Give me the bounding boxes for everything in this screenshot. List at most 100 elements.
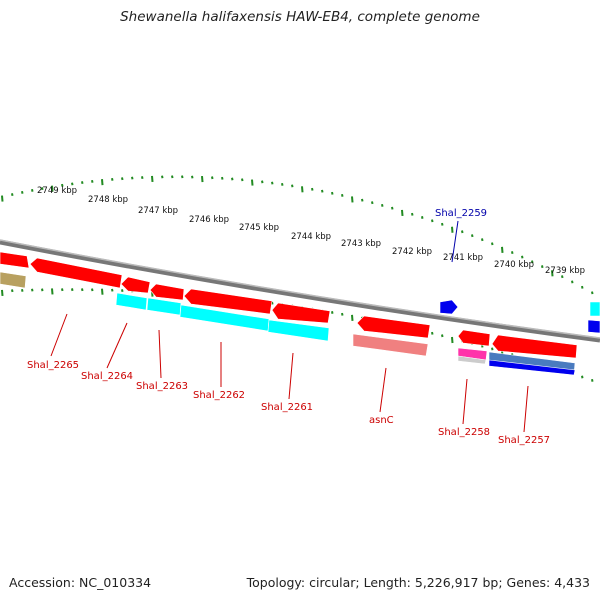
scale-label: 2745 kbp [239,223,279,233]
outer-tick [71,182,74,186]
outer-tick [31,189,34,192]
gene-label-shal-2263: Shal_2263 [136,381,188,392]
outer-tick [461,230,464,234]
scale-label: 2743 kbp [341,239,381,249]
outer-tick [441,222,444,226]
inner-tick [491,347,494,351]
gene-block [183,288,273,315]
outer-tick [431,219,434,223]
outer-tick [531,260,534,264]
outer-tick [121,177,124,181]
outer-tick [261,180,264,184]
outer-tick [251,179,254,186]
scale-label: 2739 kbp [545,266,585,276]
outer-tick [91,179,94,183]
outer-tick [131,176,134,180]
inner-tick [61,288,64,292]
inner-tick [71,288,74,292]
outer-tick [211,176,214,180]
outer-tick [181,175,184,179]
outer-tick [151,175,154,183]
gene-block [356,315,431,339]
gene-block [439,299,459,315]
gene-label-shal-2259: Shal_2259 [435,208,487,219]
outer-tick [401,209,404,217]
outer-tick [421,216,424,219]
gene-block [146,297,182,316]
inner-tick [91,288,94,292]
outer-tick [81,181,84,185]
leader-line [379,367,387,413]
inner-tick [331,311,334,314]
gene-block [149,283,185,301]
gene-block [488,359,576,376]
outer-tick [221,176,224,180]
outer-tick [511,251,514,254]
inner-tick [51,288,54,295]
outer-tick [561,275,564,279]
gene-block [0,251,30,269]
outer-tick [11,193,14,196]
outer-tick [491,242,494,246]
outer-tick [411,212,414,216]
outer-tick [481,238,484,242]
inner-tick [351,314,354,321]
gene-block [267,319,330,342]
gene-block [589,301,600,317]
inner-tick [1,289,4,296]
inner-tick [81,288,84,292]
scale-labels: 2749 kbp 2748 kbp 2747 kbp 2746 kbp 2745 kbp… [37,186,585,276]
scale-label: 2741 kbp [443,253,483,263]
outer-tick [541,265,544,269]
outer-tick [61,183,64,187]
gene-block [352,333,429,357]
outer-tick [471,234,474,238]
gene-block [0,271,27,289]
outer-tick [341,193,344,197]
gene-block [120,276,151,294]
gene-block [271,302,331,324]
scale-label: 2748 kbp [88,195,128,205]
outer-tick [381,203,384,207]
outer-tick [351,196,354,203]
gene-block [587,319,600,334]
scale-label: 2740 kbp [494,260,534,270]
inner-tick [101,288,104,295]
outer-tick [321,189,324,193]
outer-tick [551,270,554,277]
outer-tick [521,255,524,259]
leader-line [523,385,529,433]
leader-line [106,322,128,369]
label-leader-lines [50,220,529,433]
inner-tick [21,288,24,292]
outer-tick [371,201,374,205]
outer-tick [1,195,4,202]
outer-tick [391,206,394,210]
scale-label: 2744 kbp [291,232,331,242]
outer-tick [301,186,304,193]
outer-tick [291,184,294,188]
outer-tick [571,280,574,284]
outer-tick [171,175,174,179]
outer-tick [331,191,334,195]
inner-tick [41,288,44,292]
gene-label-shal-2264: Shal_2264 [81,371,133,382]
scale-label: 2749 kbp [37,186,77,196]
outer-tick [21,190,24,194]
outer-tick [271,181,274,185]
outer-tick [311,187,314,191]
outer-tick [231,177,234,181]
gene-block [115,292,148,311]
inner-tick [591,378,594,382]
leader-line [158,329,162,379]
inner-tick [31,288,34,292]
leader-line [50,313,68,357]
outer-tick [41,187,44,191]
inner-tick [581,375,584,379]
gene-label-shal-2258: Shal_2258 [438,427,490,438]
scale-label: 2746 kbp [189,215,229,225]
inner-tick [341,312,344,316]
outer-tick [501,246,504,253]
scale-label: 2742 kbp [392,247,432,257]
